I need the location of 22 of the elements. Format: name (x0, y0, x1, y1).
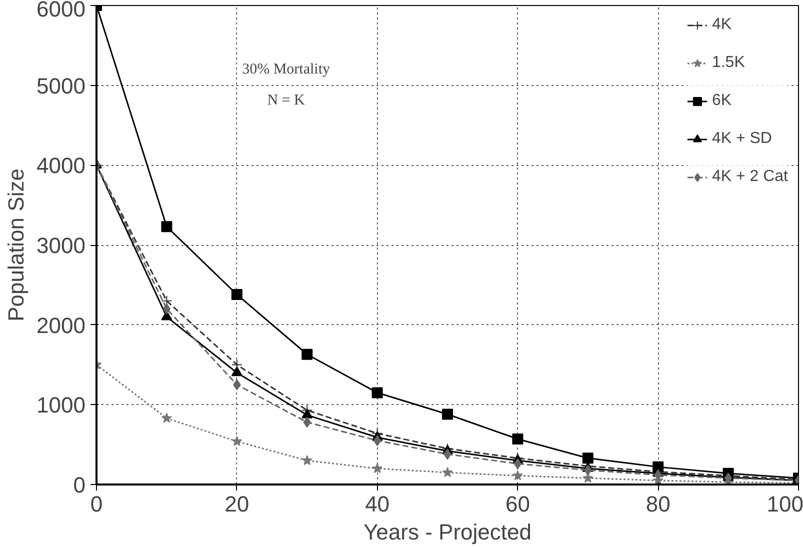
legend-label: 6K (712, 92, 732, 110)
y-tick-label: 0 (73, 472, 86, 498)
y-tick-label: 3000 (36, 233, 86, 258)
x-axis-title: Years - Projected (364, 520, 532, 544)
y-tick-label: 1000 (36, 392, 86, 418)
x-tick-label: 0 (90, 492, 103, 516)
x-tick-label: 60 (505, 492, 530, 516)
legend-label: 1.5K (712, 54, 745, 72)
x-tick-label: 80 (646, 492, 670, 516)
y-tick-label: 5000 (36, 73, 86, 98)
x-tick-label: 40 (365, 492, 390, 516)
y-tick-label: 4000 (36, 153, 86, 178)
y-tick-label: 6000 (36, 0, 86, 22)
x-tick-label: 20 (224, 492, 250, 516)
y-axis-title: Population Size (4, 168, 29, 322)
y-tick-label: 2000 (36, 312, 86, 338)
annotation: 30% Mortality (242, 61, 330, 78)
legend-label: 4K (712, 16, 732, 34)
x-tick-label: 100 (766, 492, 803, 516)
legend-label: 4K + 2 Cat (712, 168, 788, 186)
legend-label: 4K + SD (712, 130, 772, 148)
annotation: N = K (267, 92, 306, 108)
